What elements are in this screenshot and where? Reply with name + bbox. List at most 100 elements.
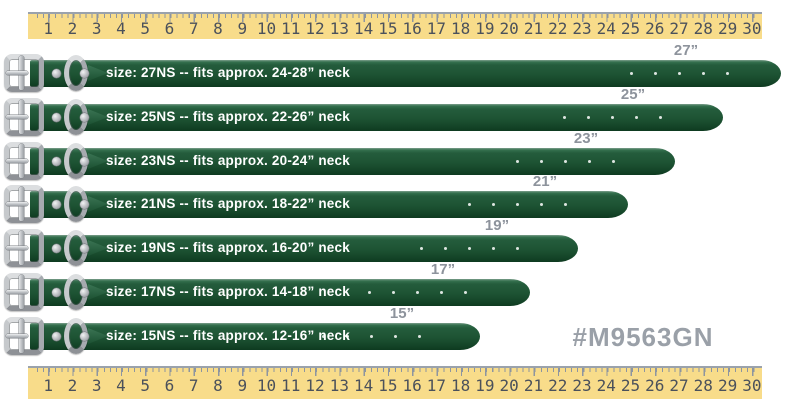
ruler-number: 8 bbox=[213, 19, 223, 38]
rivet-icon bbox=[52, 287, 61, 297]
ruler-top: 1 2 3 4 5 6 7 8 9 10 11 12 13 14 15 16 17 18 19 20 21 22 23 24 2… bbox=[28, 12, 762, 39]
ruler-number: 2 bbox=[67, 376, 78, 395]
adjustment-hole bbox=[588, 159, 591, 163]
ruler-number: 28 bbox=[693, 19, 713, 38]
ruler-number: 9 bbox=[237, 376, 248, 395]
rivet-icon bbox=[80, 331, 89, 341]
ruler-number: 8 bbox=[213, 376, 223, 395]
ruler-number: 12 bbox=[305, 376, 325, 395]
buckle-prong-icon bbox=[6, 290, 28, 294]
ruler-number: 16 bbox=[402, 19, 422, 38]
ruler-number: 5 bbox=[140, 19, 151, 38]
adjustment-hole bbox=[440, 290, 443, 294]
adjustment-hole bbox=[540, 159, 543, 163]
ruler-top-numbers: 1 2 3 4 5 6 7 8 9 10 11 12 13 14 15 16 17 18 19 20 21 22 23 24 2… bbox=[36, 18, 764, 39]
adjustment-hole bbox=[726, 71, 729, 75]
rivet-icon bbox=[80, 112, 89, 122]
ruler-bottom: 1 2 3 4 5 6 7 8 9 10 11 12 13 14 15 16 17 18 19 20 21 22 23 24 2… bbox=[28, 366, 762, 399]
adjustment-hole bbox=[540, 202, 543, 206]
ruler-number: 29 bbox=[717, 19, 738, 38]
adjustment-hole bbox=[492, 202, 495, 206]
ruler-number: 23 bbox=[572, 376, 592, 395]
adjustment-hole bbox=[516, 202, 519, 206]
ruler-number: 12 bbox=[305, 19, 325, 38]
ruler-number: 27 bbox=[669, 376, 689, 395]
collar-strap: size: 27NS -- fits approx. 24-28” neck bbox=[30, 59, 781, 87]
ruler-ticks-inch bbox=[47, 14, 759, 22]
ruler-number: 15 bbox=[378, 376, 398, 395]
collar-size-text: size: 23NS -- fits approx. 20-24” neck bbox=[106, 153, 350, 169]
ruler-number: 30 bbox=[742, 376, 762, 395]
ruler-number: 29 bbox=[717, 376, 738, 395]
rivet-icon bbox=[52, 68, 61, 78]
rivet-icon bbox=[80, 287, 89, 297]
adjustment-hole bbox=[464, 290, 467, 294]
ruler-number: 1 bbox=[43, 376, 53, 395]
ruler-number: 27 bbox=[669, 19, 689, 38]
adjustment-hole bbox=[612, 159, 615, 163]
ruler-number: 4 bbox=[116, 376, 126, 395]
collar-length-label: 17” bbox=[430, 261, 456, 278]
rivet-icon bbox=[52, 199, 61, 209]
ruler-number: 6 bbox=[164, 19, 175, 38]
ruler-number: 13 bbox=[329, 19, 349, 38]
ruler-number: 14 bbox=[353, 376, 374, 395]
collar-size-text: size: 15NS -- fits approx. 12-16” neck bbox=[106, 328, 350, 344]
rivet-icon bbox=[52, 331, 61, 341]
ruler-number: 15 bbox=[378, 19, 398, 38]
adjustment-hole bbox=[444, 246, 447, 250]
ruler-number: 7 bbox=[188, 376, 199, 395]
ruler-number: 23 bbox=[572, 19, 592, 38]
adjustment-hole bbox=[418, 334, 421, 338]
ruler-number: 26 bbox=[645, 376, 665, 395]
collar-strap: size: 23NS -- fits approx. 20-24” neck bbox=[30, 147, 675, 175]
rivet-icon bbox=[52, 243, 61, 253]
adjustment-hole bbox=[516, 159, 519, 163]
ruler-number: 2 bbox=[67, 19, 78, 38]
adjustment-hole bbox=[659, 115, 662, 119]
buckle-icon bbox=[4, 317, 44, 355]
collar-size-text: size: 25NS -- fits approx. 22-26” neck bbox=[106, 109, 350, 125]
ruler-number: 25 bbox=[620, 376, 641, 395]
buckle-prong-icon bbox=[6, 334, 28, 338]
ruler-number: 13 bbox=[329, 376, 349, 395]
collar-size-text: size: 19NS -- fits approx. 16-20” neck bbox=[106, 240, 350, 256]
ruler-number: 20 bbox=[499, 19, 519, 38]
adjustment-hole bbox=[394, 334, 397, 338]
collar-size-text: size: 21NS -- fits approx. 18-22” neck bbox=[106, 196, 350, 212]
ruler-number: 24 bbox=[596, 376, 616, 395]
ruler-number: 7 bbox=[188, 19, 199, 38]
collar-row-19ns: 19” size: 19NS -- fits approx. 16-20” ne… bbox=[0, 217, 800, 276]
adjustment-hole bbox=[420, 246, 423, 250]
ruler-number: 10 bbox=[256, 376, 277, 395]
ruler-number: 30 bbox=[742, 19, 762, 38]
collar-length-label: 15” bbox=[389, 305, 415, 322]
collar-length-label: 27” bbox=[673, 42, 699, 59]
ruler-bottom-numbers: 1 2 3 4 5 6 7 8 9 10 11 12 13 14 15 16 17 18 19 20 21 22 23 24 2… bbox=[36, 372, 764, 399]
collar-length-label: 23” bbox=[573, 130, 599, 147]
rivet-icon bbox=[52, 112, 61, 122]
buckle-icon bbox=[4, 273, 44, 311]
collar-strap: size: 25NS -- fits approx. 22-26” neck bbox=[30, 103, 723, 131]
rivet-icon bbox=[80, 243, 89, 253]
ruler-number: 9 bbox=[237, 19, 248, 38]
ruler-number: 3 bbox=[91, 19, 102, 38]
adjustment-hole bbox=[492, 246, 495, 250]
ruler-number: 24 bbox=[596, 19, 616, 38]
adjustment-hole bbox=[564, 202, 567, 206]
collar-row-27ns: 27” size: 27NS -- fits approx. 24-28” ne… bbox=[0, 42, 800, 101]
adjustment-hole bbox=[654, 71, 657, 75]
ruler-number: 17 bbox=[426, 19, 447, 38]
ruler-number: 10 bbox=[256, 19, 277, 38]
collar-row-21ns: 21” size: 21NS -- fits approx. 18-22” ne… bbox=[0, 173, 800, 232]
ruler-number: 19 bbox=[475, 19, 495, 38]
ruler-number: 3 bbox=[91, 376, 102, 395]
ruler-number: 18 bbox=[451, 376, 471, 395]
ruler-number: 18 bbox=[451, 19, 471, 38]
buckle-icon bbox=[4, 229, 44, 267]
adjustment-hole bbox=[678, 71, 681, 75]
collar-length-label: 19” bbox=[484, 217, 510, 234]
collar-strap: size: 19NS -- fits approx. 16-20” neck bbox=[30, 234, 578, 262]
ruler-number: 14 bbox=[353, 19, 374, 38]
ruler-number: 4 bbox=[116, 19, 126, 38]
